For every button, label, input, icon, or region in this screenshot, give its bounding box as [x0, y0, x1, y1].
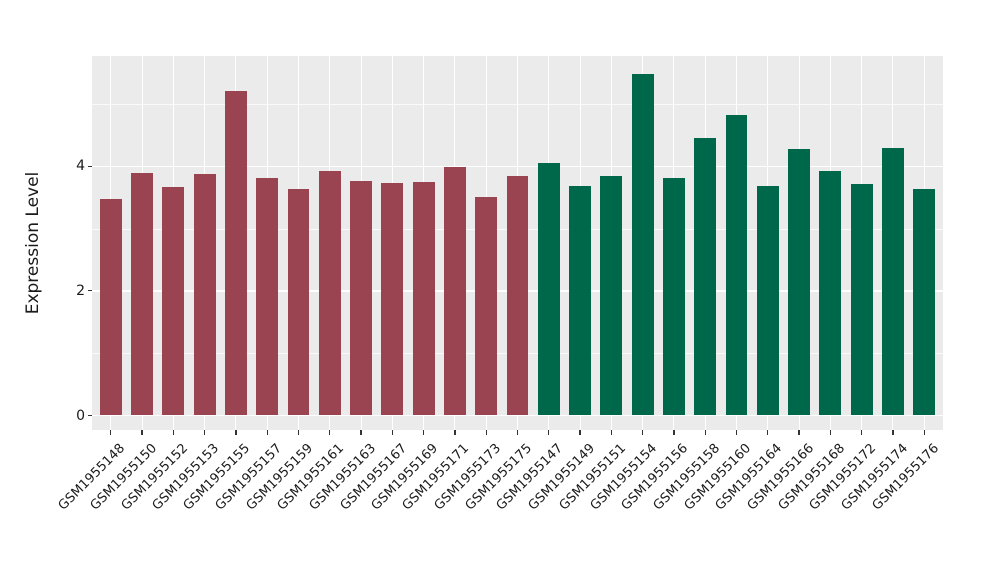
bar	[350, 181, 372, 416]
bar	[631, 74, 654, 416]
bar	[287, 189, 310, 416]
bar	[224, 90, 247, 416]
bar	[756, 186, 779, 416]
y-tick-mark	[88, 290, 92, 292]
bar	[443, 166, 466, 416]
bar	[162, 187, 185, 416]
x-tick-mark	[141, 430, 143, 435]
bar	[725, 115, 748, 416]
bar	[193, 173, 216, 416]
x-tick-mark	[360, 430, 362, 435]
x-tick-mark	[516, 430, 519, 435]
x-tick-mark	[892, 430, 894, 435]
x-tick-mark	[923, 430, 925, 435]
x-tick-mark	[548, 430, 550, 435]
x-tick-mark	[798, 430, 800, 435]
bar	[537, 162, 560, 416]
x-tick-mark	[297, 430, 300, 435]
x-tick-mark	[235, 430, 237, 435]
bar	[131, 173, 153, 416]
y-tick-label: 2	[76, 282, 85, 299]
x-tick-mark	[735, 430, 738, 435]
bar	[99, 199, 122, 416]
x-tick-mark	[391, 430, 393, 435]
y-axis-title: Expression Level	[23, 171, 43, 315]
x-tick-mark	[423, 430, 425, 435]
y-tick-mark	[88, 414, 92, 417]
x-tick-mark	[172, 430, 174, 435]
bar	[788, 148, 811, 416]
x-tick-mark	[610, 430, 612, 435]
y-tick-label: 0	[76, 407, 85, 424]
x-tick-mark	[861, 430, 863, 435]
x-tick-mark	[673, 430, 675, 435]
bar	[506, 176, 529, 416]
bar	[318, 171, 341, 416]
bar	[819, 171, 842, 416]
bar	[600, 176, 623, 416]
x-tick-mark	[485, 430, 487, 435]
x-tick-mark	[767, 430, 769, 435]
bar	[662, 177, 685, 416]
x-tick-mark	[829, 430, 831, 435]
bar	[850, 184, 873, 416]
plot-panel	[92, 56, 943, 430]
x-tick-mark	[204, 430, 206, 435]
bar	[913, 189, 936, 416]
x-tick-mark	[579, 430, 581, 435]
bar	[256, 178, 279, 416]
bar	[881, 148, 904, 416]
x-tick-mark	[704, 430, 706, 435]
x-tick-mark	[110, 430, 112, 435]
x-tick-mark	[266, 430, 268, 435]
bar	[694, 137, 717, 416]
x-tick-mark	[642, 430, 644, 435]
bar	[475, 196, 498, 416]
x-tick-mark	[454, 430, 456, 435]
y-tick-label: 4	[76, 158, 85, 175]
x-tick-mark	[329, 430, 331, 435]
bar	[381, 183, 404, 416]
bar	[569, 185, 591, 416]
bar	[412, 182, 435, 416]
y-tick-mark	[88, 165, 92, 167]
